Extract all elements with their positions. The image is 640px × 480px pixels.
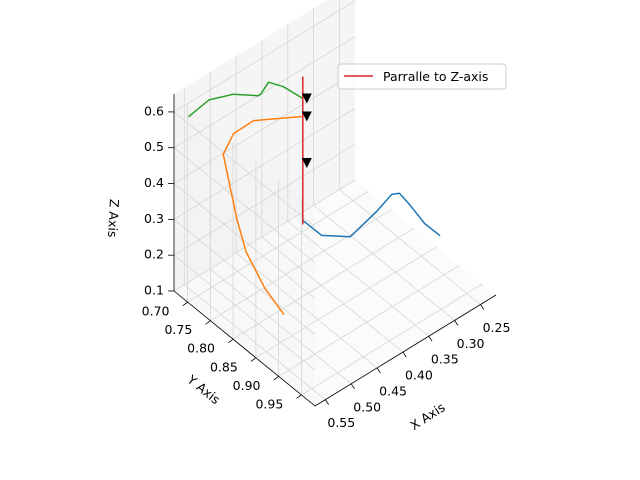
x-tick-label: 0.50 xyxy=(353,399,381,414)
y-tick xyxy=(296,394,302,399)
legend-box xyxy=(337,63,507,90)
y-tick-label: 0.80 xyxy=(187,341,215,356)
x-tick xyxy=(480,304,485,310)
y-tick-label: 0.90 xyxy=(233,378,261,393)
z-tick-label: 0.2 xyxy=(144,247,164,262)
legend-entry-z-parallel: Parralle to Z-axis xyxy=(383,69,488,84)
y-axis-label: Y Axis xyxy=(184,371,223,407)
x-axis-label: X Axis xyxy=(407,399,447,433)
axis-lines xyxy=(173,94,497,407)
x-tick xyxy=(376,367,381,374)
x-tick xyxy=(325,399,329,405)
y-tick-label: 0.70 xyxy=(142,304,170,319)
x-tick-label: 0.45 xyxy=(379,383,407,398)
x-axis-line xyxy=(314,294,497,407)
y-tick xyxy=(250,357,257,362)
triangle-marker-1 xyxy=(301,111,312,122)
x-tick xyxy=(402,351,407,358)
y-axis-line xyxy=(173,290,316,407)
x-tick-label: 0.30 xyxy=(457,336,485,351)
y-tick-label: 0.95 xyxy=(255,396,283,411)
y-tick xyxy=(182,301,188,307)
y-tick-label: 0.75 xyxy=(164,322,192,337)
y-tick-label: 0.85 xyxy=(210,359,238,374)
series-line-1 xyxy=(222,115,304,315)
tick-marks: 0.250.300.350.400.450.500.55 0.70 0.75 0.80… xyxy=(142,103,511,430)
x-tick xyxy=(350,383,355,390)
y-tick xyxy=(273,376,279,381)
x-tick xyxy=(454,320,459,326)
triangle-marker-2 xyxy=(301,158,312,168)
z-tick-label: 0.4 xyxy=(144,175,164,190)
x-tick-label: 0.25 xyxy=(483,320,511,335)
z-axis-label: Z Axis xyxy=(105,199,122,238)
z-tick-label: 0.3 xyxy=(144,211,164,226)
y-tick xyxy=(228,338,234,344)
z-tick-label: 0.5 xyxy=(144,139,164,154)
series-group xyxy=(188,76,441,315)
legend: Parralle to Z-axis xyxy=(337,63,507,90)
x-tick-label: 0.35 xyxy=(431,352,459,367)
series-line-0 xyxy=(302,192,441,238)
y-tick xyxy=(205,320,211,325)
x-tick-label: 0.55 xyxy=(327,415,355,430)
marker-group xyxy=(301,93,312,168)
z-tick-label: 0.6 xyxy=(144,103,164,118)
triangle-marker-0 xyxy=(301,93,312,104)
x-tick xyxy=(428,336,433,342)
axis-panes xyxy=(174,0,496,406)
series-line-2 xyxy=(188,81,304,118)
pane-floor xyxy=(174,180,496,406)
x-tick-label: 0.40 xyxy=(405,368,433,383)
z-tick-label: 0.1 xyxy=(144,283,164,298)
